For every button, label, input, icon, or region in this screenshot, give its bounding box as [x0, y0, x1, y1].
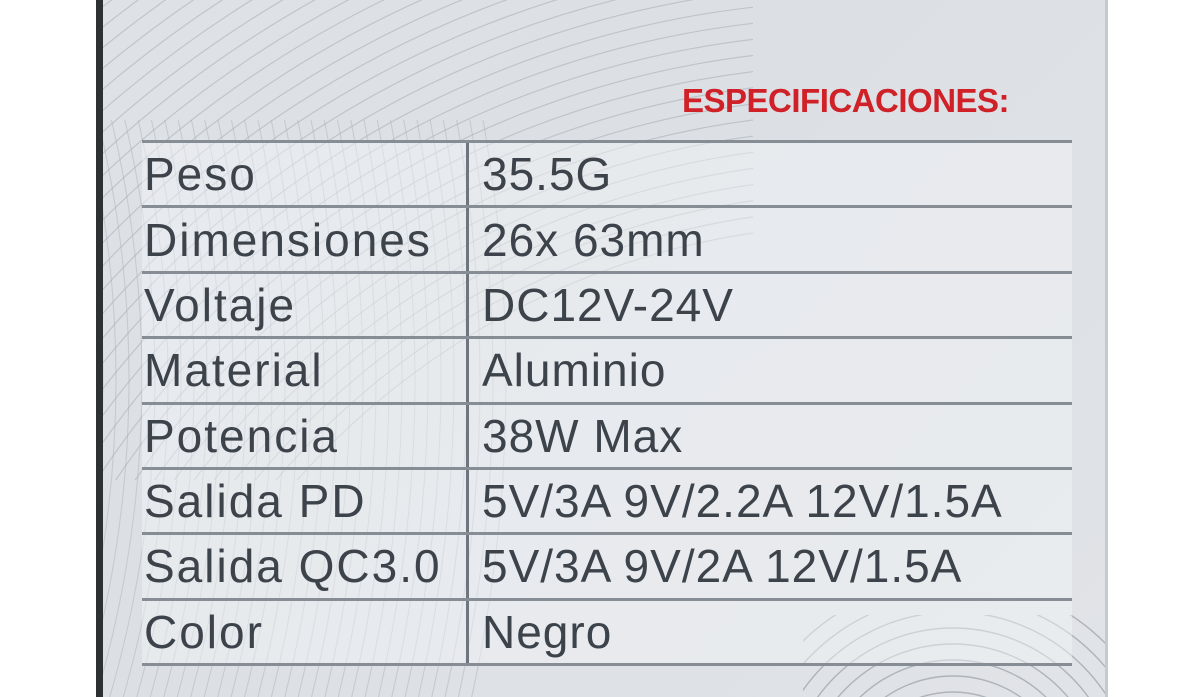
- spec-value: Aluminio: [482, 344, 667, 397]
- spec-row: Peso 35.5G: [142, 143, 1072, 209]
- spec-table: Peso 35.5G Dimensiones 26x 63mm Voltaje …: [142, 140, 1072, 666]
- spec-label: Salida PD: [142, 469, 469, 533]
- spec-value: 35.5G: [482, 148, 613, 201]
- spec-label: Dimensiones: [142, 208, 469, 271]
- spec-row: Salida QC3.0 5V/3A 9V/2A 12V/1.5A: [142, 535, 1072, 601]
- spec-label: Material: [142, 339, 469, 402]
- spec-label: Color: [142, 600, 469, 663]
- spec-row: Material Aluminio: [142, 339, 1072, 405]
- spec-row: Dimensiones 26x 63mm: [142, 208, 1072, 274]
- spec-row: Salida PD 5V/3A 9V/2.2A 12V/1.5A: [142, 469, 1072, 536]
- spec-row: Voltaje DC12V-24V: [142, 273, 1072, 340]
- spec-value: 38W Max: [482, 409, 684, 462]
- spec-card: ESPECIFICACIONES: Peso 35.5G Dimensiones…: [96, 0, 1108, 697]
- spec-label: Peso: [142, 143, 469, 206]
- spec-label: Potencia: [142, 404, 469, 467]
- spec-row: Potencia 38W Max: [142, 404, 1072, 470]
- spec-value: DC12V-24V: [482, 278, 734, 331]
- spec-label: Salida QC3.0: [142, 535, 469, 598]
- spec-value: 26x 63mm: [482, 213, 705, 266]
- spec-label: Voltaje: [142, 273, 469, 337]
- spec-value: 5V/3A 9V/2A 12V/1.5A: [482, 540, 963, 593]
- spec-value: Negro: [482, 605, 613, 658]
- spec-row: Color Negro: [142, 600, 1072, 663]
- page-title: ESPECIFICACIONES:: [682, 82, 1010, 119]
- spec-value: 5V/3A 9V/2.2A 12V/1.5A: [482, 475, 1003, 528]
